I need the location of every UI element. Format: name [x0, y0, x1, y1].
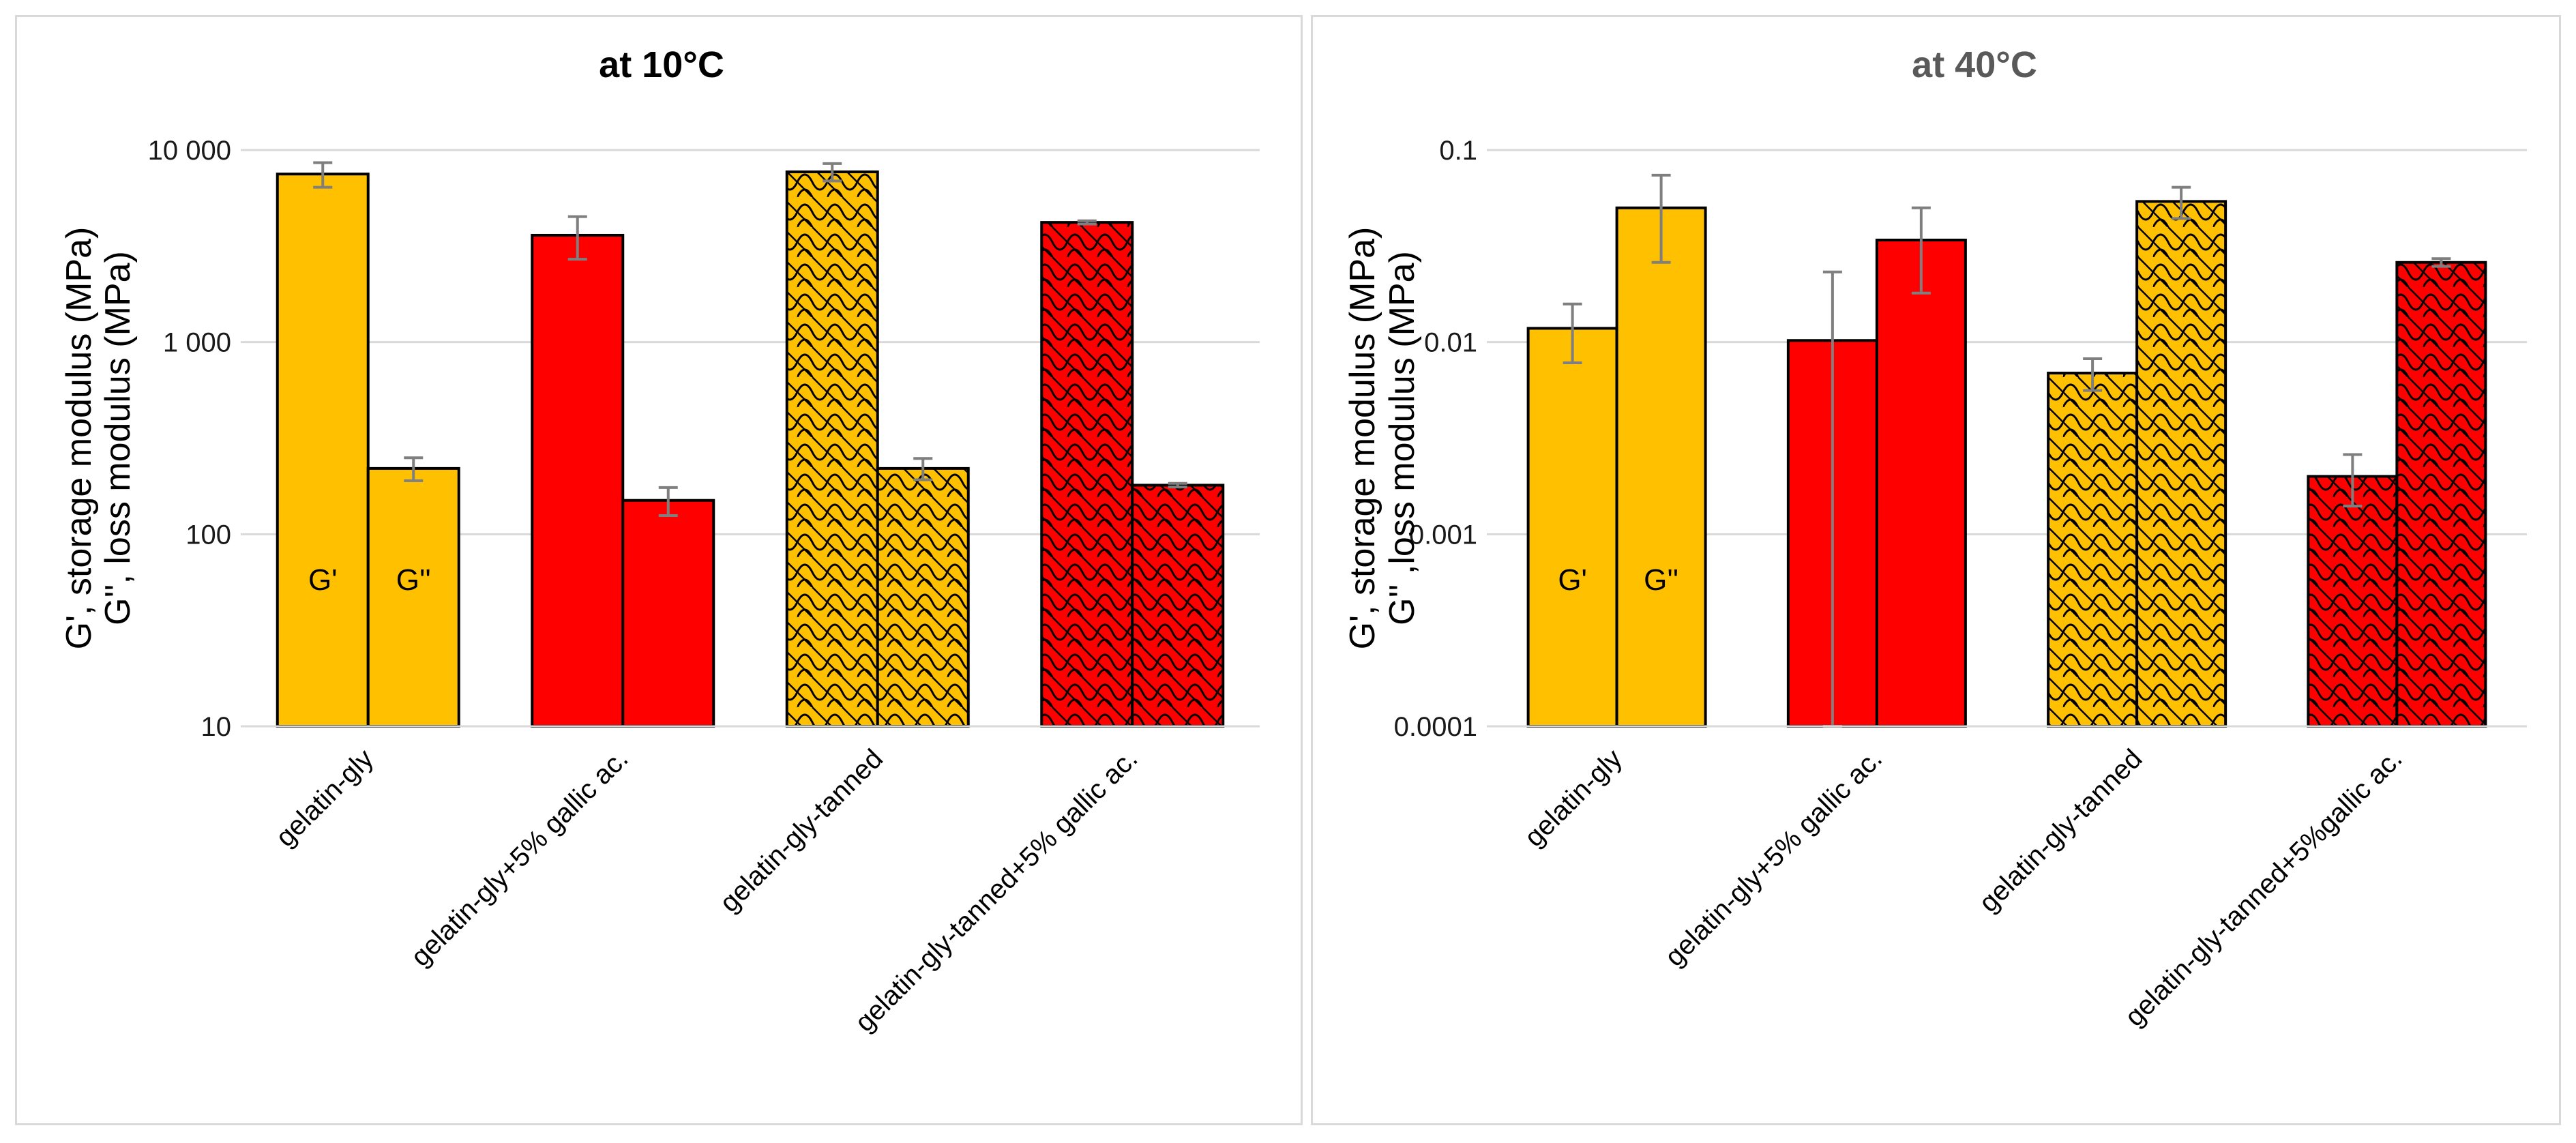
bar-Gpp-3 [1131, 484, 1225, 728]
bar-Gpp-1 [621, 499, 715, 728]
y-tick-label: 10 000 [148, 136, 231, 166]
y-tick-label: 10 [201, 712, 232, 742]
x-category-label: gelatin-gly+5% gallic ac. [405, 743, 634, 972]
chart-title: at 40°C [1912, 44, 2037, 85]
bar-label-Gpp: G'' [1644, 563, 1678, 597]
y-axis-label-loss: G'', loss modulus (MPa) [98, 251, 138, 625]
bar-label-Gp: G' [308, 563, 338, 597]
y-axis-label-storage: G', storage modulus (MPa) [1343, 227, 1382, 650]
y-axis-label-storage: G', storage modulus (MPa) [59, 227, 99, 650]
bar-Gp-3 [1040, 221, 1134, 728]
y-tick-label: 0.001 [1409, 520, 1477, 550]
x-category-label: gelatin-gly-tanned+5%gallic ac. [2119, 743, 2408, 1032]
bar-Gpp-2 [876, 466, 970, 728]
bar-Gp-2 [785, 170, 879, 728]
bar-Gp-0 [1526, 327, 1618, 728]
chart-panel-10c: at 10°C 10 100 1 000 10 000 G', storage modul… [15, 15, 1303, 1125]
bar-Gpp-0 [366, 466, 460, 728]
x-category-label: gelatin-gly-tanned+5% gallic ac. [849, 743, 1143, 1037]
y-axis-label-loss: G'' ,loss modulus (MPa) [1382, 251, 1422, 625]
bar-label-Gpp: G'' [396, 563, 431, 597]
x-category-label: gelatin-gly [270, 743, 379, 852]
bar-Gpp-3 [2395, 261, 2487, 728]
y-tick-label: 0.1 [1439, 136, 1477, 166]
chart-40c: at 40°C 0.0001 0.001 0.01 0.1 G', storage mod… [1343, 44, 2527, 1033]
chart-panel-40c: at 40°C 0.0001 0.001 0.01 0.1 G', storage mod… [1311, 15, 2561, 1125]
x-category-label: gelatin-gly-tanned [714, 743, 889, 918]
bar-Gpp-1 [1875, 238, 1967, 728]
chart-title: at 10°C [599, 44, 724, 85]
bar-Gp-3 [2307, 475, 2399, 728]
chart-10c: at 10°C 10 100 1 000 10 000 G', storage modul… [59, 44, 1260, 1038]
x-category-label: gelatin-gly+5% gallic ac. [1659, 743, 1888, 972]
bar-Gp-2 [2047, 372, 2139, 728]
x-category-label: gelatin-gly-tanned [1974, 743, 2148, 918]
bar-Gpp-0 [1615, 206, 1707, 728]
y-tick-label: 1 000 [163, 328, 231, 358]
bar-Gpp-2 [2135, 200, 2227, 728]
y-tick-label: 0.01 [1424, 328, 1477, 358]
bar-Gp-1 [531, 233, 625, 728]
y-tick-label: 100 [186, 520, 231, 550]
y-tick-label: 0.0001 [1394, 712, 1477, 742]
x-category-label: gelatin-gly [1519, 743, 1628, 852]
bar-label-Gp: G' [1558, 563, 1587, 597]
bar-Gp-0 [276, 173, 370, 728]
